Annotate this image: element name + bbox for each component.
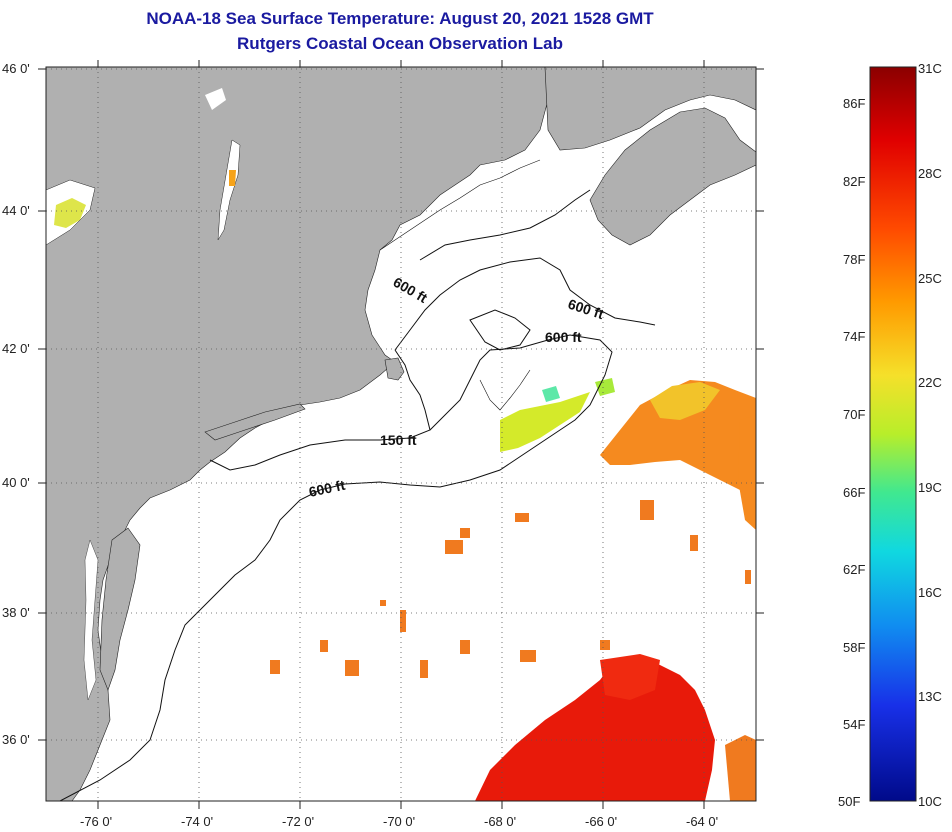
land-delmarva (99, 527, 141, 691)
y-tick-label: 46 0' (2, 61, 30, 76)
sst-sargasso-red (475, 658, 715, 801)
c-label: 22C (918, 375, 942, 390)
f-label: 86F (843, 96, 865, 111)
contour-label-shelf: 600 ft (307, 477, 346, 500)
f-label: 62F (843, 562, 865, 577)
colorbar-gradient (869, 66, 917, 802)
f-label: 70F (843, 407, 865, 422)
y-tick-label: 44 0' (2, 203, 30, 218)
x-tick-label: -66 0' (585, 814, 617, 829)
sst-georges-cyan (542, 386, 560, 402)
f-label: 74F (843, 329, 865, 344)
y-tick-label: 40 0' (2, 475, 30, 490)
graticule (46, 67, 756, 801)
c-label: 16C (918, 585, 942, 600)
f-label: 58F (843, 640, 865, 655)
bathymetry-contours (59, 189, 656, 801)
land-gulf-shore (544, 67, 756, 151)
map-subtitle: Rutgers Coastal Ocean Observation Lab (237, 34, 563, 53)
chesapeake-bay (83, 539, 99, 701)
x-tick-label: -76 0' (80, 814, 112, 829)
lake-small (205, 88, 226, 110)
x-tick-label: -70 0' (383, 814, 415, 829)
land-long-island (204, 403, 306, 441)
f-label: 78F (843, 252, 865, 267)
sst-scattered-patches (270, 500, 751, 678)
lake-champlain (217, 139, 241, 241)
axis-ticks (38, 60, 764, 809)
y-tick-label: 38 0' (2, 605, 30, 620)
coast-detail (379, 159, 541, 411)
sst-east-strip (738, 415, 756, 530)
f-label: 54F (843, 717, 865, 732)
sst-lake-champlain (229, 170, 236, 186)
sst-sargasso-east (725, 735, 756, 801)
contour-label-georges: 600 ft (545, 329, 582, 345)
land-cape-cod (384, 357, 405, 381)
x-axis-labels: -76 0' -74 0' -72 0' -70 0' -68 0' -66 0… (80, 814, 718, 829)
x-tick-label: -64 0' (686, 814, 718, 829)
f-label: 82F (843, 174, 865, 189)
y-axis-labels: 46 0' 44 0' 42 0' 40 0' 38 0' 36 0' (2, 61, 30, 747)
x-tick-label: -72 0' (282, 814, 314, 829)
f-label: 50F (838, 794, 860, 809)
sst-georges-bank (500, 392, 590, 452)
c-label: 10C (918, 794, 942, 809)
sst-georges-green (595, 378, 615, 396)
x-tick-label: -68 0' (484, 814, 516, 829)
c-label: 13C (918, 689, 942, 704)
y-tick-label: 36 0' (2, 732, 30, 747)
c-label: 19C (918, 480, 942, 495)
sst-gulf-stream-east (600, 380, 756, 490)
c-label: 25C (918, 271, 942, 286)
c-label: 31C (918, 61, 942, 76)
x-tick-label: -74 0' (181, 814, 213, 829)
c-label: 28C (918, 166, 942, 181)
y-tick-label: 42 0' (2, 341, 30, 356)
map-title: NOAA-18 Sea Surface Temperature: August … (146, 9, 654, 28)
colorbar-fahrenheit-labels: 86F 82F 78F 74F 70F 66F 62F 58F 54F 50F (838, 96, 865, 809)
colorbar-celsius-labels: 31C 28C 25C 22C 19C 16C 13C 10C (918, 61, 942, 809)
sst-gulf-stream-yellow (650, 382, 720, 420)
sst-sargasso-red-2 (600, 654, 660, 700)
contour-label-150: 150 ft (380, 432, 417, 448)
sst-lake-ontario (54, 198, 86, 228)
f-label: 66F (843, 485, 865, 500)
